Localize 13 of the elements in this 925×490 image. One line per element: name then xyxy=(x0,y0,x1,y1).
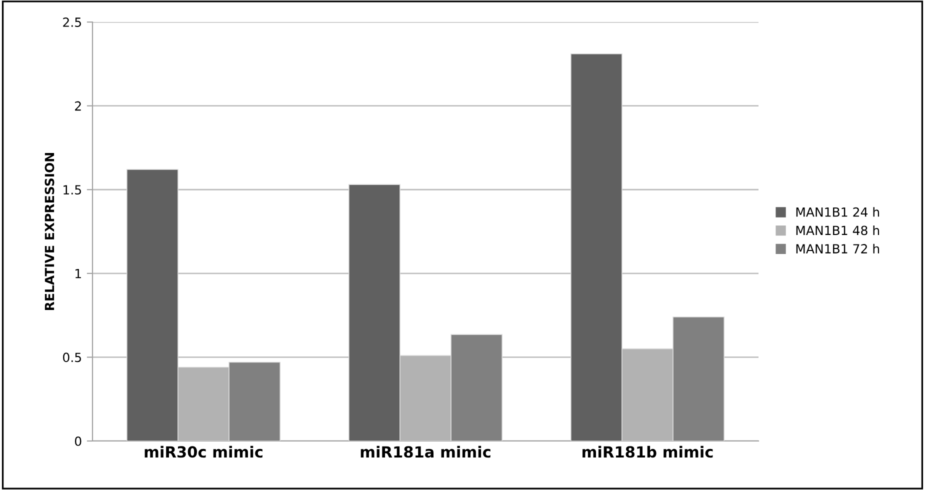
x-tick-label: miR181b mimic xyxy=(582,446,713,458)
legend-label: MAN1B1 24 h xyxy=(796,207,880,217)
y-tick-label: 1 xyxy=(76,269,81,278)
x-tick-label: miR181a mimic xyxy=(360,446,490,458)
y-axis-title: RELATIVE EXPRESSION xyxy=(44,153,54,310)
y-tick-label: 2 xyxy=(75,101,81,111)
legend-label: MAN1B1 48 h xyxy=(796,225,880,236)
y-tick-label: 0.5 xyxy=(63,352,81,362)
y-tick-label: 0 xyxy=(74,436,82,446)
y-tick-label: 1.5 xyxy=(64,185,81,195)
x-tick-label: miR30c mimic xyxy=(144,446,262,458)
y-tick-label: 2.5 xyxy=(63,18,81,27)
legend-label: MAN1B1 72 h xyxy=(796,244,880,254)
